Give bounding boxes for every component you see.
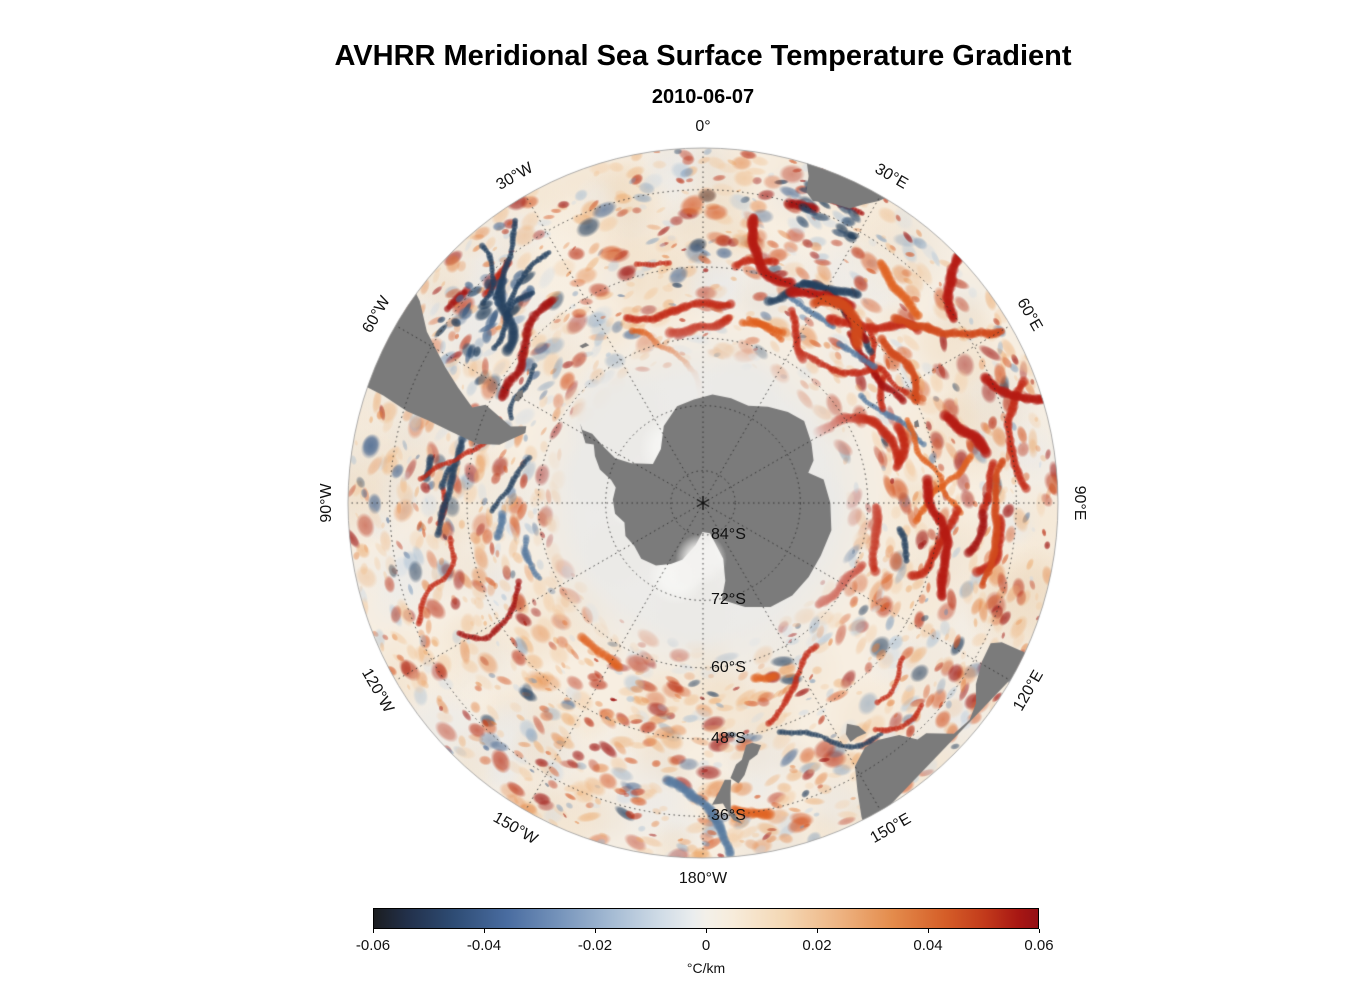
colorbar-tick-mark [595, 929, 596, 933]
colorbar-tick-mark [817, 929, 818, 933]
latitude-label: 36°S [711, 807, 746, 825]
longitude-label: 90°E [1071, 485, 1088, 521]
colorbar-tick-mark [484, 929, 485, 933]
colorbar-tick-mark [706, 929, 707, 933]
colorbar-tick-mark [373, 929, 374, 933]
colorbar-tick-label: 0.02 [802, 937, 832, 954]
longitude-label: 0° [695, 118, 711, 135]
latitude-label: 60°S [711, 658, 746, 676]
longitude-label: 180°W [678, 870, 728, 887]
colorbar-tick-mark [1039, 929, 1040, 933]
colorbar-tick-label: 0.06 [1024, 937, 1054, 954]
colorbar-tick-mark [928, 929, 929, 933]
colorbar-gradient [373, 908, 1039, 929]
colorbar-tick-label: -0.06 [355, 937, 391, 954]
colorbar-units-label: °C/km [686, 960, 726, 976]
latitude-label: 48°S [711, 730, 746, 748]
colorbar-tick-label: 0 [701, 937, 711, 954]
latitude-label: 72°S [711, 591, 746, 609]
colorbar-tick-label: -0.02 [577, 937, 613, 954]
colorbar-tick-label: -0.04 [466, 937, 502, 954]
longitude-label: 90°W [318, 483, 335, 523]
colorbar-tick-label: 0.04 [913, 937, 943, 954]
colorbar-tick-row: -0.06 -0.04 -0.02 0 0.02 0.04 0.06 [356, 929, 1054, 957]
colorbar: -0.06 -0.04 -0.02 0 0.02 0.04 0.06 °C/km [356, 908, 1054, 988]
latitude-label: 84°S [711, 526, 746, 544]
